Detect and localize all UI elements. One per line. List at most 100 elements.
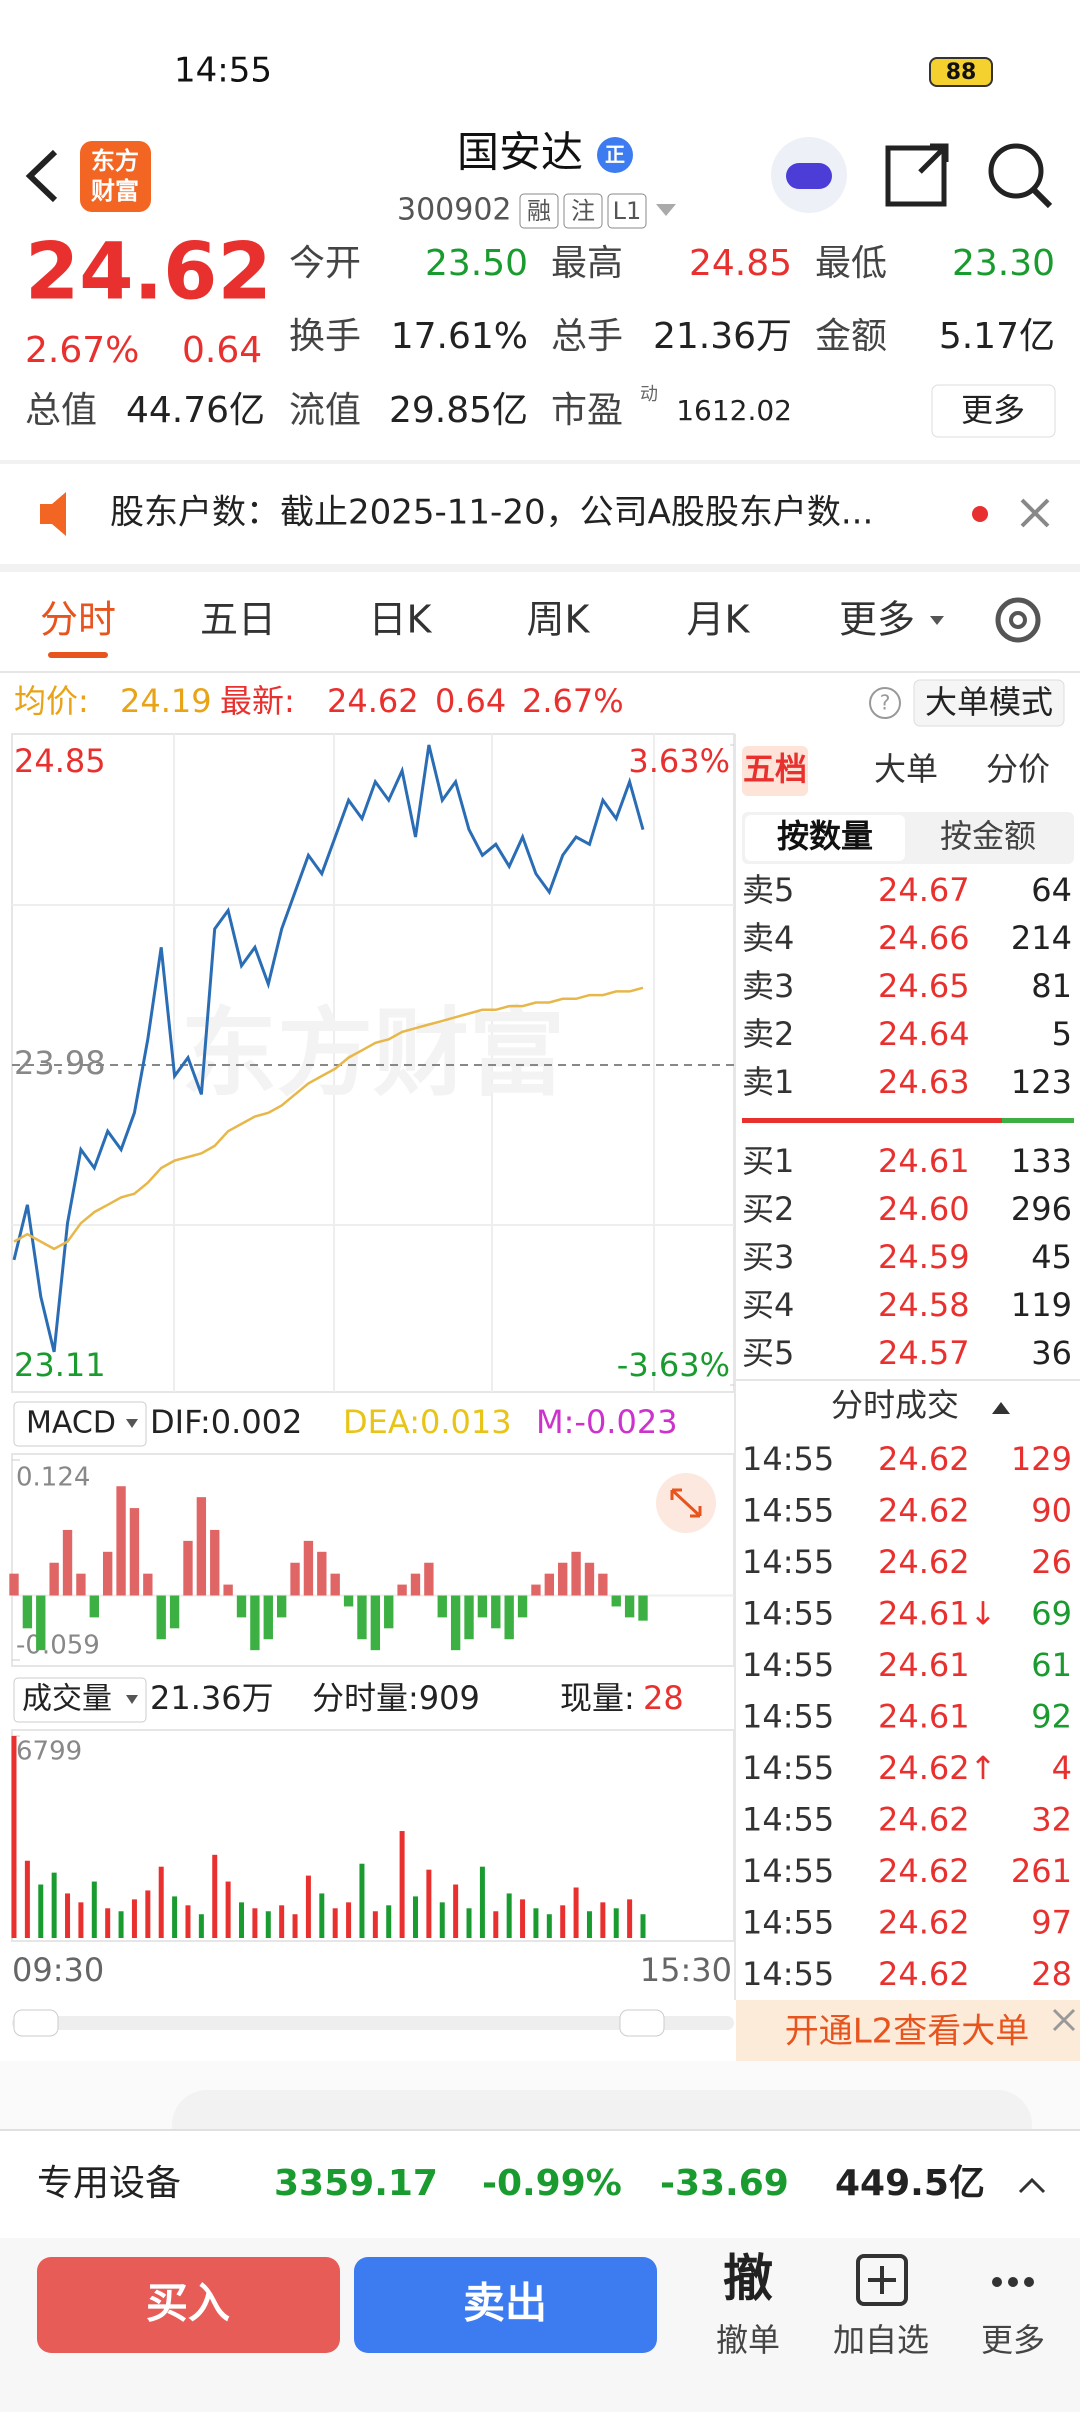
trade-volume: 28 (1031, 1955, 1072, 1993)
help-icon[interactable] (869, 687, 901, 719)
tab[interactable]: 五日 (200, 598, 276, 642)
macd-bar (276, 1595, 287, 1618)
book-price: 24.66 (878, 919, 970, 957)
book-price: 24.59 (878, 1238, 970, 1276)
trade-volume: 97 (1031, 1904, 1072, 1942)
tab[interactable]: 日K (369, 598, 433, 642)
settings-button[interactable] (995, 597, 1041, 643)
macd-bar (317, 1551, 327, 1596)
volume-minute: 分时量:909 (312, 1679, 480, 1717)
book-tab[interactable]: 大单 (874, 750, 938, 788)
settings-inner (1009, 611, 1027, 629)
cancel-text[interactable]: 撤单 (716, 2321, 780, 2359)
dropdown (126, 1419, 138, 1428)
buy-text[interactable]: 买入 (146, 2279, 230, 2328)
volume-bar (359, 1863, 365, 1938)
divider (0, 564, 1080, 572)
close-notice[interactable] (1020, 498, 1050, 528)
macd-name: MACD (26, 1406, 116, 1441)
watch-text[interactable]: 加自选 (833, 2321, 929, 2359)
trade-time: 14:55 (742, 1698, 834, 1736)
macd-bar (558, 1562, 568, 1596)
volume-bar (346, 1902, 352, 1938)
macd-bar (169, 1595, 180, 1629)
sell-text[interactable]: 卖出 (463, 2279, 547, 2328)
change: 0.64 (182, 330, 262, 371)
field-value: 1612.02 (676, 394, 792, 427)
tab[interactable]: 更多 (839, 598, 915, 642)
field-label: 最低 (815, 243, 887, 284)
volume-bar (466, 1908, 472, 1938)
trade-price: 24.62 (878, 1801, 970, 1839)
book-price: 24.63 (878, 1063, 970, 1101)
back-button[interactable] (25, 149, 58, 203)
l2-banner[interactable] (736, 2000, 1080, 2061)
book-volume: 133 (1011, 1142, 1072, 1180)
field-value: 17.61% (391, 316, 528, 357)
macd-bar (410, 1573, 421, 1596)
volume-bar (399, 1831, 405, 1938)
tag (607, 193, 647, 229)
expand-icon (670, 1488, 702, 1518)
close-l2[interactable] (1052, 2008, 1076, 2032)
latest-change: 0.64 (435, 682, 506, 720)
book-label: 卖5 (742, 871, 794, 909)
latest-pct: 2.67% (522, 682, 624, 720)
tab[interactable]: 月K (687, 598, 751, 642)
cancel-icon[interactable]: 撤 (723, 2250, 773, 2308)
volume-bar (292, 1914, 298, 1938)
book-price: 24.61 (878, 1142, 970, 1180)
price: 24.62 (25, 227, 272, 317)
book-price: 24.64 (878, 1015, 970, 1053)
pe-mark: 动 (640, 384, 658, 405)
trade-price: 24.61 (878, 1646, 970, 1684)
macd-bar (504, 1595, 514, 1640)
sell-button[interactable] (354, 2257, 657, 2353)
book-price: 24.65 (878, 967, 970, 1005)
macd-bar (397, 1584, 407, 1596)
share-button[interactable] (885, 145, 947, 207)
book-subtab[interactable]: 按数量 (777, 817, 873, 855)
index-name: 专用设备 (37, 2163, 181, 2204)
field-value: 29.85亿 (389, 390, 528, 431)
tab[interactable]: 分时 (40, 598, 116, 642)
app-logo (80, 141, 151, 212)
macd-bar (183, 1540, 193, 1596)
field-value: 23.30 (952, 243, 1055, 284)
field-value: 5.17亿 (939, 316, 1055, 357)
scroll-handle[interactable] (13, 2009, 59, 2037)
scroll-handle[interactable] (619, 2009, 665, 2037)
volume-selector[interactable] (13, 1677, 147, 1723)
book-label: 买1 (742, 1142, 794, 1180)
watch-plus (868, 2266, 896, 2294)
tag-text: 注 (571, 197, 595, 225)
more-dot (1024, 2277, 1034, 2287)
book-subtab[interactable]: 按金额 (940, 817, 1036, 855)
volume-bar (586, 1911, 592, 1938)
macd-frame (11, 1453, 735, 1667)
tag-text: L1 (613, 197, 642, 225)
book-tab[interactable]: 五档 (743, 750, 807, 788)
search-button[interactable] (988, 143, 1044, 199)
more-button[interactable] (931, 384, 1056, 438)
tab-active-bg (742, 746, 808, 796)
macd-m: M:-0.023 (536, 1403, 678, 1441)
macd-selector[interactable] (13, 1401, 147, 1447)
tab[interactable]: 周K (527, 598, 591, 642)
volume-bar (65, 1893, 71, 1938)
l2-text[interactable]: 开通L2查看大单 (785, 2012, 1030, 2052)
watermark: 东方财富 (181, 997, 565, 1109)
mode-button[interactable] (913, 679, 1065, 727)
logo-text: 东方 (91, 147, 139, 175)
book-tab[interactable]: 分价 (986, 750, 1050, 788)
buy-button[interactable] (37, 2257, 340, 2353)
expand-index[interactable] (1018, 2177, 1046, 2194)
volume-now: 28 (643, 1679, 684, 1717)
volume-bar (91, 1881, 97, 1938)
volume-bar (11, 1736, 17, 1938)
index-bar[interactable] (0, 2130, 1080, 2238)
more-text[interactable]: 更多 (981, 2321, 1045, 2359)
macd-bar (450, 1595, 461, 1651)
book-volume: 119 (1011, 1286, 1072, 1324)
book-volume: 36 (1031, 1334, 1072, 1372)
